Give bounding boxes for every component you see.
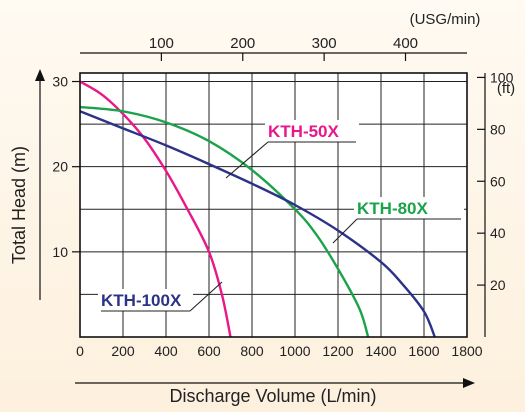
x-tick-label: 600	[197, 343, 221, 359]
top-tick-label: 300	[312, 35, 337, 52]
series-label-bg	[354, 197, 464, 219]
top-tick-label: 200	[230, 35, 255, 52]
series-label-leader	[189, 281, 223, 312]
x-axis-title: Discharge Volume (L/min)	[169, 386, 376, 406]
series-label: KTH-80X	[357, 199, 429, 218]
y-tick-label: 10	[52, 244, 68, 260]
kth-50x-label-group: KTH-50X	[225, 120, 359, 179]
series-label-leader	[225, 141, 269, 179]
top-tick-label: 400	[393, 35, 418, 52]
right-tick-label: 80	[490, 121, 506, 137]
kth-80x-curve	[79, 105, 370, 338]
top-axis-unit: (USG/min)	[410, 11, 481, 28]
x-tick-label: 800	[240, 343, 264, 359]
x-tick-label: 200	[111, 343, 135, 359]
x-tick-label: 1400	[365, 343, 396, 359]
x-tick-label: 1600	[408, 343, 439, 359]
series-label-leader	[332, 218, 358, 244]
series-layer	[79, 80, 436, 338]
x-tick-label: 400	[154, 343, 178, 359]
kth-50x-curve	[79, 80, 232, 338]
y-axis-title: Total Head (m)	[9, 146, 29, 264]
right-tick-label: 20	[490, 277, 506, 293]
x-axis-arrow	[75, 378, 475, 388]
top-tick-label: 100	[149, 35, 174, 52]
kth-100x-curve	[79, 110, 436, 338]
series-label: KTH-100X	[101, 291, 182, 310]
axes: 0 200 400 600 800 1000 1200 1400 1600 1800 10 20 30 1…	[52, 35, 513, 359]
y-tick-label: 20	[52, 159, 68, 175]
right-tick-label: 40	[490, 225, 506, 241]
x-tick-label: 1200	[322, 343, 353, 359]
y-axis-arrow	[35, 69, 45, 300]
series-label-bg	[98, 289, 193, 311]
kth-80x-label-group: KTH-80X	[332, 197, 464, 244]
right-axis-unit: (ft)	[497, 80, 515, 97]
y-tick-label: 30	[52, 74, 68, 90]
kth-100x-label-group: KTH-100X	[98, 281, 223, 312]
plot-frame	[79, 72, 468, 338]
right-tick-label: 60	[490, 173, 506, 189]
series-labels: KTH-50X KTH-80X KTH-100X	[98, 120, 464, 312]
x-tick-label: 1800	[451, 343, 482, 359]
x-tick-label: 0	[76, 343, 84, 359]
series-label: KTH-50X	[268, 122, 340, 141]
x-tick-label: 1000	[279, 343, 310, 359]
series-label-bg	[265, 120, 359, 142]
right-tick-label: 100	[490, 69, 514, 85]
